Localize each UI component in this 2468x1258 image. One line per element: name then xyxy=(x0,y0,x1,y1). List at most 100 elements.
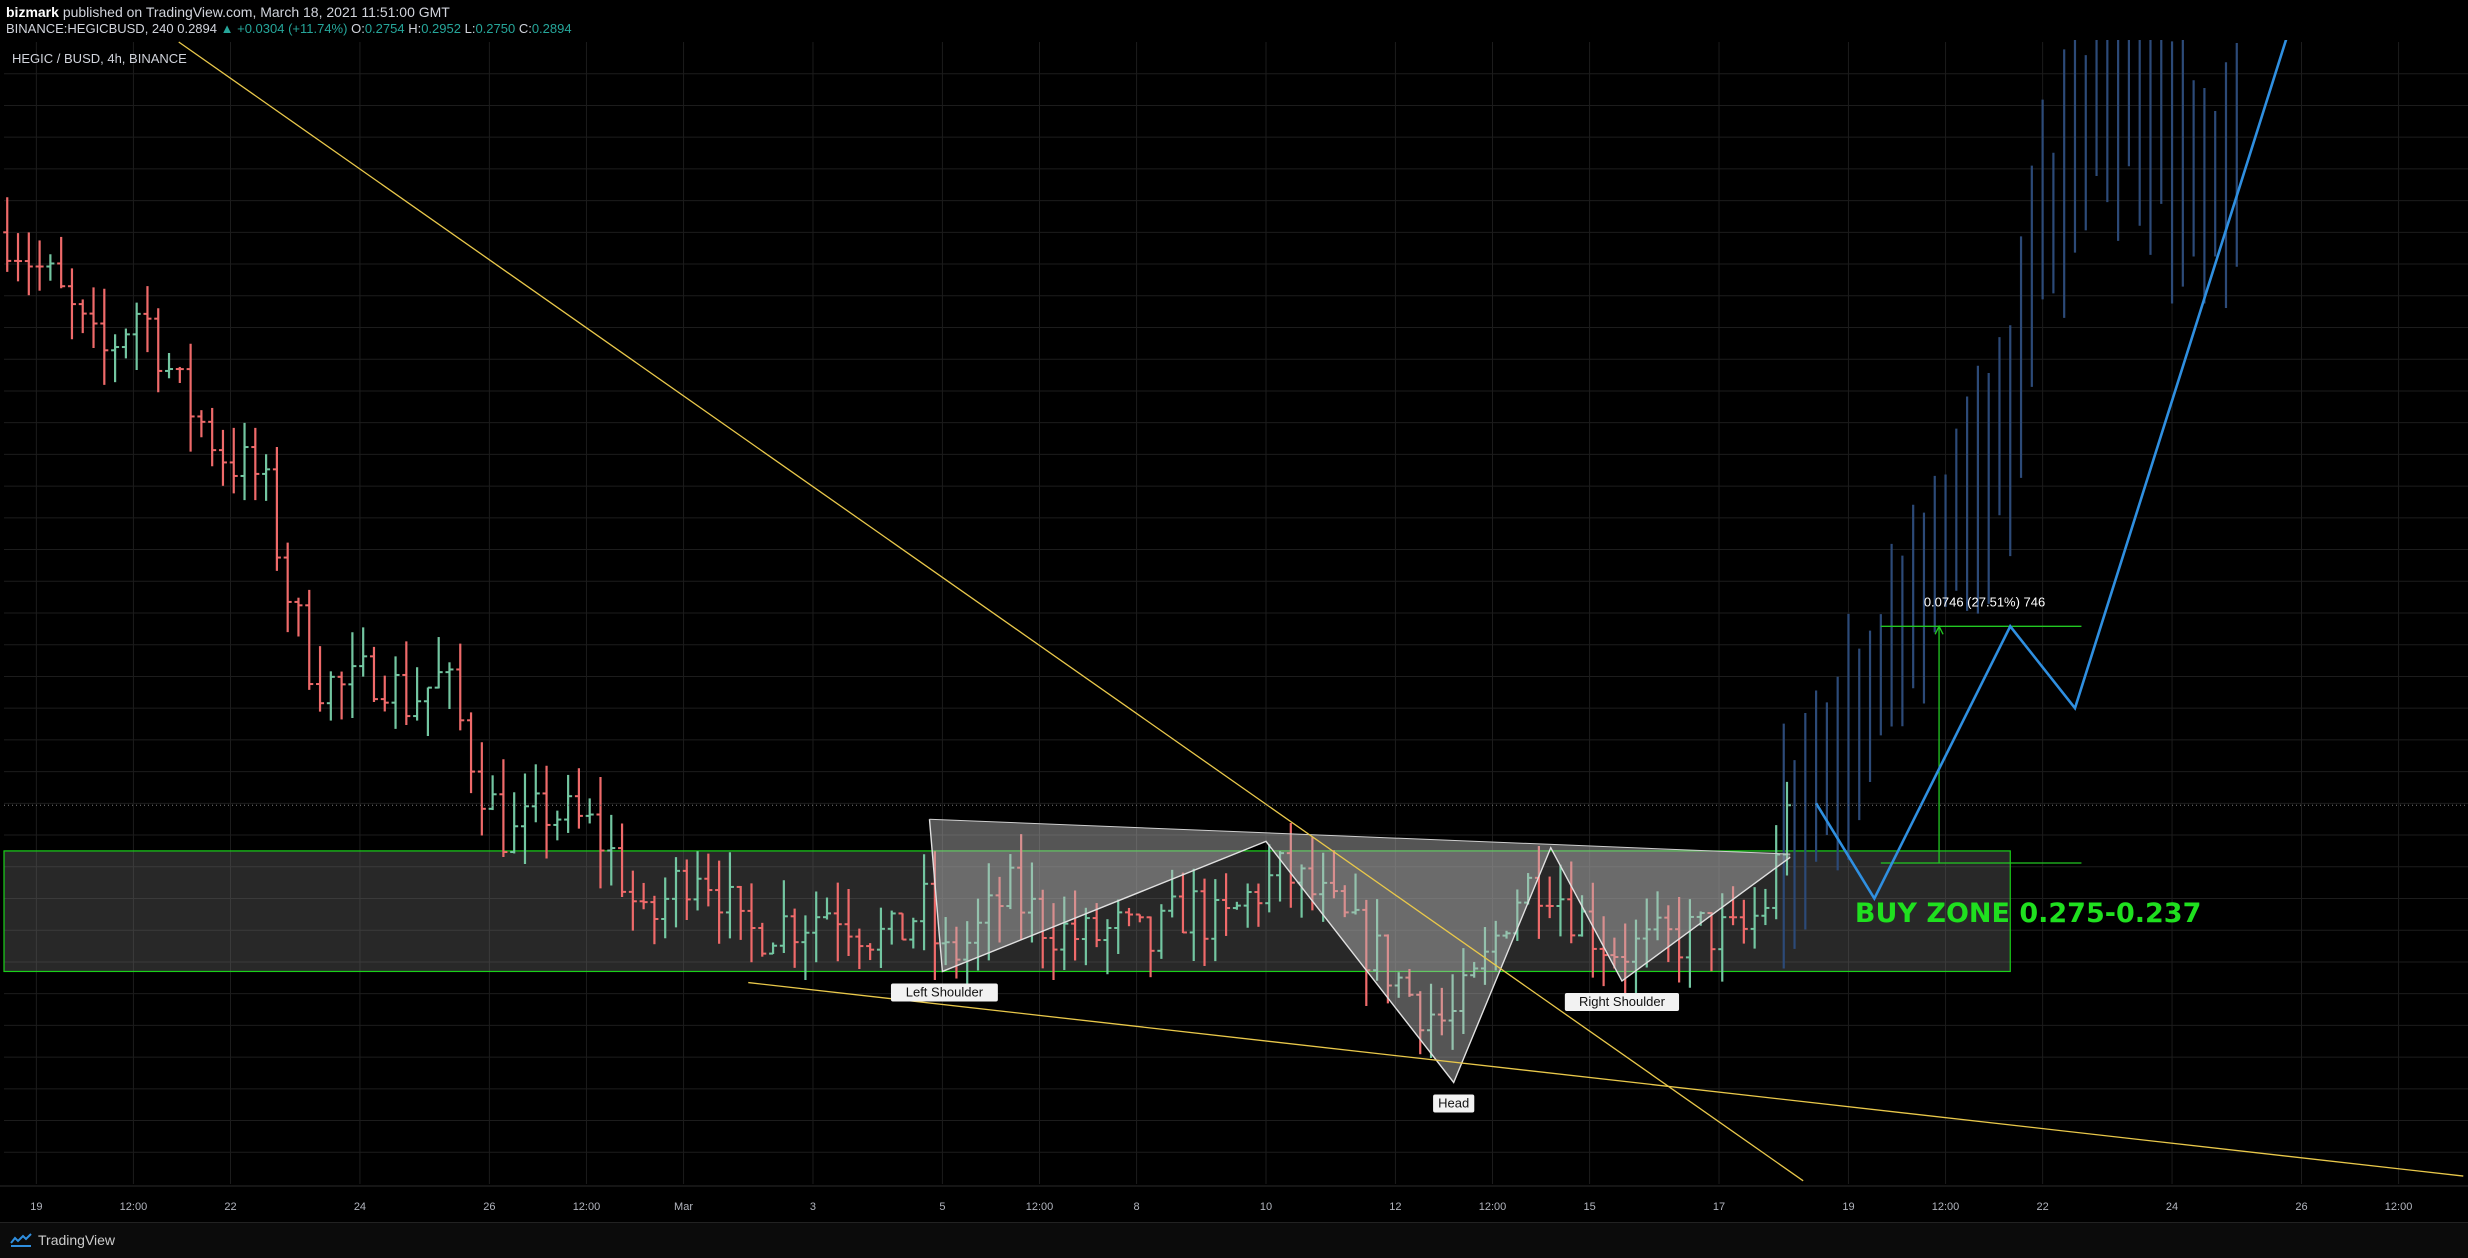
time-tick-label: 12:00 xyxy=(1932,1201,1960,1213)
ohlc-bar xyxy=(434,637,443,689)
ohlc-bar xyxy=(1437,987,1446,1036)
ohlc-bar xyxy=(1211,879,1220,962)
ohlc-bar xyxy=(1114,899,1123,954)
projection-path xyxy=(1814,40,2288,902)
ohlc-bar xyxy=(1588,882,1597,978)
measure-label: 0.0746 (27.51%) 746 xyxy=(1924,594,2045,609)
time-tick-label: 5 xyxy=(939,1201,945,1213)
ohlc-bar xyxy=(639,882,648,910)
ohlc-bar xyxy=(1243,883,1252,928)
ohlc-bar xyxy=(769,942,778,955)
pattern-fill xyxy=(929,819,1791,1083)
ohlc-bar xyxy=(391,656,400,729)
time-tick-label: 26 xyxy=(2295,1201,2307,1213)
ohlc-bar xyxy=(1556,864,1565,937)
brand-text: TradingView xyxy=(38,1232,116,1248)
time-tick-label: 12:00 xyxy=(2385,1201,2413,1213)
ohlc-bar xyxy=(1642,898,1651,968)
ohlc-bar xyxy=(1157,904,1166,959)
ohlc-bar xyxy=(348,632,357,719)
trendline xyxy=(178,41,1804,1182)
right-shoulder-label-bg xyxy=(1564,992,1680,1011)
time-axis[interactable]: 19 12:00 22 24 26 12:00 Mar 3 5 12:00 8 10 12 12:00 15… xyxy=(0,1185,2468,1213)
time-tick-label: Mar xyxy=(674,1201,693,1213)
publisher-name[interactable]: bizmark xyxy=(6,4,59,20)
symbol-legend[interactable]: HEGIC / BUSD, 4h, BINANCE xyxy=(12,51,187,66)
ohlc-bar xyxy=(1545,876,1554,919)
ohlc-bar xyxy=(1383,934,1392,1004)
ohlc-bar xyxy=(941,917,950,966)
ohlc-bar xyxy=(218,429,227,486)
ohlc-bar xyxy=(952,926,961,979)
time-tick-label: 24 xyxy=(2166,1201,2178,1213)
time-tick-label: 12:00 xyxy=(1479,1201,1507,1213)
ohlc-bar xyxy=(1329,850,1338,899)
ohlc-bar xyxy=(1685,899,1694,988)
ohlc-bar xyxy=(833,882,842,962)
ohlc-bar xyxy=(531,764,540,823)
ohlc-bar xyxy=(100,288,109,385)
ohlc-bar xyxy=(111,334,120,383)
ohlc-bar xyxy=(1416,991,1425,1055)
ohlc-bar xyxy=(1125,907,1134,927)
close-label: C: xyxy=(518,21,532,36)
ohlc-bar xyxy=(240,422,249,501)
ohlc-bar xyxy=(499,759,508,857)
trendline xyxy=(748,981,2464,1177)
ohlc-bar xyxy=(650,895,659,945)
chart-background xyxy=(0,40,2468,1222)
ohlc-bar xyxy=(1739,899,1748,944)
high-label: H: xyxy=(408,21,422,36)
annotation-labels: Left Shoulder Head Right Shoulder BUY ZONE … xyxy=(890,594,2201,1113)
close-value: 0.2894 xyxy=(531,21,572,36)
ohlc-bar xyxy=(887,910,896,945)
ohlc-bar xyxy=(143,286,152,353)
ohlc-bar xyxy=(574,768,583,829)
ohlc-bar xyxy=(596,776,605,889)
ohlc-bar xyxy=(1060,896,1069,970)
low-value: 0.2750 xyxy=(475,21,516,36)
ohlc-bar xyxy=(1200,878,1209,966)
time-tick-label: 15 xyxy=(1583,1201,1595,1213)
ohlc-bar xyxy=(402,641,411,726)
ohlc-bar xyxy=(326,671,335,721)
ohlc-bar xyxy=(736,885,745,940)
ohlc-bar xyxy=(1653,891,1662,941)
ohlc-bar xyxy=(628,870,637,931)
ohlc-bar xyxy=(1502,930,1511,939)
ohlc-bar xyxy=(477,742,486,836)
ohlc-bar xyxy=(337,671,346,720)
publisher-line: bizmark published on TradingView.com, Ma… xyxy=(6,4,450,20)
ohlc-bar xyxy=(380,675,389,712)
ohlc-bar xyxy=(801,915,810,980)
ohlc-bar xyxy=(154,308,163,393)
ohlc-bar xyxy=(1017,834,1026,940)
ohlc-bar xyxy=(974,898,983,971)
chart-grid xyxy=(4,42,2468,1184)
ohlc-bar xyxy=(1729,886,1738,926)
time-tick-label: 12:00 xyxy=(573,1201,601,1213)
ohlc-bar xyxy=(445,662,454,710)
right-shoulder-label-text: Right Shoulder xyxy=(1579,994,1666,1009)
time-tick-label: 24 xyxy=(354,1201,366,1213)
ohlc-bar xyxy=(467,712,476,794)
ohlc-bar xyxy=(413,667,422,721)
ohlc-bar xyxy=(1308,837,1317,911)
ohlc-bar xyxy=(876,907,885,968)
time-tick-label: 22 xyxy=(2036,1201,2048,1213)
ohlc-bar xyxy=(1027,862,1036,943)
ohlc-bar xyxy=(618,823,627,898)
tradingview-brand[interactable]: TradingView xyxy=(10,1232,115,1248)
pattern-outline xyxy=(928,819,1791,1084)
ohlc-bar xyxy=(963,921,972,988)
ohlc-bar xyxy=(682,859,691,921)
ohlc-bar xyxy=(715,860,724,944)
left-shoulder-label-text: Left Shoulder xyxy=(906,984,984,999)
ohlc-bar xyxy=(186,343,195,452)
price-chart[interactable]: Left Shoulder Head Right Shoulder BUY ZONE … xyxy=(0,40,2468,1222)
ohlc-bar xyxy=(510,792,519,854)
price-change: ▲ +0.0304 (+11.74%) xyxy=(220,21,348,36)
ohlc-bar xyxy=(272,446,281,571)
time-tick-label: 17 xyxy=(1713,1201,1725,1213)
ohlc-bar xyxy=(693,851,702,911)
